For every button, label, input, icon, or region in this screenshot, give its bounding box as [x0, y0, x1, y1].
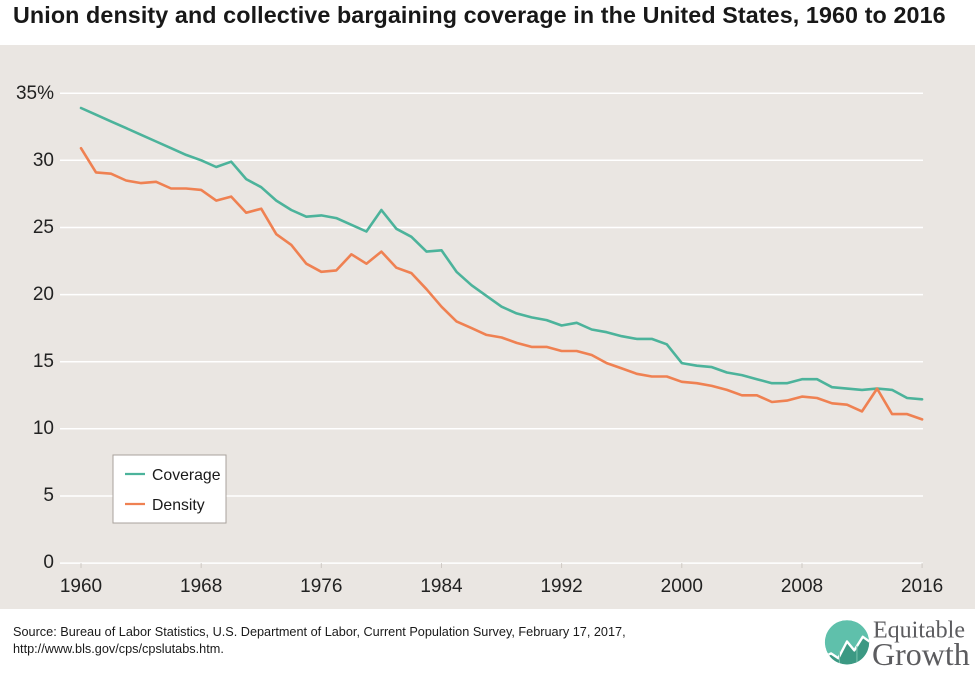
svg-text:15: 15 — [33, 351, 54, 372]
svg-text:35%: 35% — [16, 83, 54, 104]
svg-text:Density: Density — [152, 497, 205, 514]
svg-text:25: 25 — [33, 217, 54, 238]
svg-text:30: 30 — [33, 150, 54, 171]
svg-text:Coverage: Coverage — [152, 467, 221, 484]
svg-text:1976: 1976 — [300, 576, 342, 597]
svg-text:1984: 1984 — [420, 576, 463, 597]
svg-text:1992: 1992 — [540, 576, 582, 597]
svg-text:2000: 2000 — [661, 576, 703, 597]
svg-text:1968: 1968 — [180, 576, 222, 597]
svg-text:0: 0 — [43, 552, 54, 573]
svg-text:1960: 1960 — [60, 576, 102, 597]
svg-text:2008: 2008 — [781, 576, 823, 597]
svg-text:5: 5 — [43, 485, 54, 506]
svg-text:2016: 2016 — [901, 576, 943, 597]
svg-text:20: 20 — [33, 284, 54, 305]
svg-text:10: 10 — [33, 418, 54, 439]
svg-text:Growth: Growth — [872, 636, 970, 672]
